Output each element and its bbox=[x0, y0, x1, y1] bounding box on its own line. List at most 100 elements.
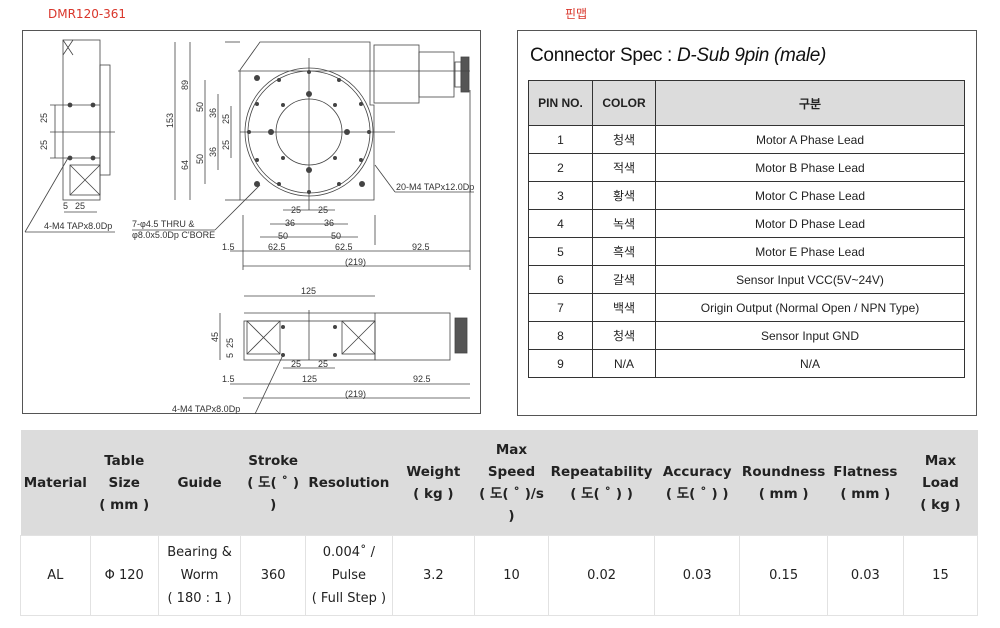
dim: 36 bbox=[208, 108, 218, 118]
drawing-svg: 25 25 5 25 4-M4 TAPx8.0Dp 153 89 64 50 3… bbox=[24, 39, 474, 414]
spec-header-line: Speed bbox=[487, 463, 536, 480]
dim: 62.5 bbox=[268, 242, 286, 252]
spec-value-line: ( Full Step ) bbox=[311, 591, 387, 606]
pin-function: Sensor Input VCC(5V~24V) bbox=[655, 265, 965, 294]
spec-header-line: Table bbox=[104, 452, 145, 469]
spec-header-line: ( 도( ˚ ) ) bbox=[665, 485, 729, 502]
pin-function: Motor E Phase Lead bbox=[655, 237, 965, 266]
dim: (219) bbox=[345, 389, 366, 399]
dim: 25 bbox=[291, 359, 301, 369]
callout: 4-M4 TAPx8.0Dp bbox=[44, 221, 112, 231]
spec-header: Material bbox=[20, 430, 91, 536]
spec-header: Max Load ( kg ) bbox=[903, 430, 978, 536]
pin-function: N/A bbox=[655, 349, 965, 378]
dim: 36 bbox=[208, 147, 218, 157]
callout: φ8.0x5.0Dp C'BORE bbox=[132, 230, 215, 240]
dim: 25 bbox=[318, 205, 328, 215]
dim: 125 bbox=[301, 286, 316, 296]
spec-value-row: AL Φ 120 Bearing & Worm ( 180 : 1 ) 360 0.004˚… bbox=[20, 535, 979, 616]
spec-header: Max Speed ( 도( ˚ )/s ) bbox=[474, 430, 549, 536]
dim: 92.5 bbox=[412, 242, 430, 252]
front-view bbox=[219, 295, 470, 414]
connector-title: Connector Spec : D-Sub 9pin (male) bbox=[530, 45, 826, 67]
dimension-drawing: 25 25 5 25 4-M4 TAPx8.0Dp 153 89 64 50 3… bbox=[22, 30, 481, 414]
wire-color: 청색 bbox=[592, 321, 656, 350]
spec-value-line: 0.02 bbox=[587, 568, 617, 583]
spec-value-line: 0.03 bbox=[682, 568, 712, 583]
wire-color: 백색 bbox=[592, 293, 656, 322]
spec-header-line: Guide bbox=[177, 474, 222, 491]
spec-header-line: Size bbox=[108, 474, 140, 491]
pin-function: Origin Output (Normal Open / NPN Type) bbox=[655, 293, 965, 322]
spec-header: Accuracy ( 도( ˚ ) ) bbox=[654, 430, 740, 536]
dim: 25 bbox=[318, 359, 328, 369]
spec-header: Weight ( kg ) bbox=[392, 430, 475, 536]
dim: 64 bbox=[180, 160, 190, 170]
wire-color: 황색 bbox=[592, 181, 656, 210]
pinmap-label: 핀맵 bbox=[565, 7, 588, 21]
spec-value: 0.03 bbox=[653, 535, 741, 616]
spec-value-line: 360 bbox=[260, 568, 286, 583]
pin-row: 3 황색 Motor C Phase Lead bbox=[528, 181, 965, 210]
spec-header-line: Material bbox=[23, 474, 87, 491]
spec-header-line: Max Load bbox=[922, 452, 959, 491]
pin-function: Motor D Phase Lead bbox=[655, 209, 965, 238]
spec-header: Flatness ( mm ) bbox=[827, 430, 904, 536]
spec-value: 0.03 bbox=[826, 535, 904, 616]
dim: 25 bbox=[291, 205, 301, 215]
spec-header-line: ( kg ) bbox=[413, 485, 454, 502]
spec-header-line: Accuracy bbox=[662, 463, 732, 480]
spec-value-line: 0.004˚ / bbox=[322, 545, 375, 560]
spec-value-line: Worm bbox=[180, 568, 219, 583]
callout: 20-M4 TAPx12.0Dp bbox=[396, 182, 474, 192]
spec-value-line: AL bbox=[47, 568, 64, 583]
top-view-labels: 153 89 64 50 36 25 50 36 25 25 25 36 36 … bbox=[132, 80, 474, 267]
spec-value-line: 15 bbox=[932, 568, 949, 583]
front-view-labels: 125 45 25 5 25 25 1.5 125 92.5 (219) 4-M… bbox=[172, 286, 431, 414]
pin-row: 5 흑색 Motor E Phase Lead bbox=[528, 237, 965, 266]
spec-value-line: Bearing & bbox=[167, 545, 232, 560]
dim: 25 bbox=[221, 114, 231, 124]
side-view bbox=[24, 39, 115, 233]
spec-value: 0.004˚ / Pulse ( Full Step ) bbox=[305, 535, 393, 616]
pin-function: Motor C Phase Lead bbox=[655, 181, 965, 210]
dim: 92.5 bbox=[413, 374, 431, 384]
header-pin-no: PIN NO. bbox=[528, 80, 593, 126]
spec-value-line: 0.03 bbox=[850, 568, 880, 583]
pin-function: Sensor Input GND bbox=[655, 321, 965, 350]
dim: 125 bbox=[302, 374, 317, 384]
pin-row: 2 적색 Motor B Phase Lead bbox=[528, 153, 965, 182]
pin-number: 4 bbox=[528, 209, 593, 238]
dim: 36 bbox=[285, 218, 295, 228]
spec-header-line: Weight bbox=[406, 463, 461, 480]
spec-value: 0.15 bbox=[739, 535, 828, 616]
connector-type: D-Sub 9pin (male) bbox=[676, 45, 827, 66]
pin-table-header: PIN NO. COLOR 구분 bbox=[528, 80, 965, 126]
spec-header-line: ( mm ) bbox=[840, 485, 891, 502]
spec-header-line: Roundness bbox=[741, 463, 826, 480]
spec-value: 0.02 bbox=[548, 535, 655, 616]
pin-table: PIN NO. COLOR 구분 1 청색 Motor A Phase Lead 2 적… bbox=[528, 80, 965, 378]
pin-number: 6 bbox=[528, 265, 593, 294]
pin-row: 6 갈색 Sensor Input VCC(5V~24V) bbox=[528, 265, 965, 294]
spec-value: 15 bbox=[902, 535, 979, 616]
spec-header-line: ( 도( ˚ )/s ) bbox=[479, 485, 544, 524]
dim: 50 bbox=[331, 231, 341, 241]
dim: (219) bbox=[345, 257, 366, 267]
wire-color: 적색 bbox=[592, 153, 656, 182]
wire-color: 흑색 bbox=[592, 237, 656, 266]
pin-row: 9 N/A N/A bbox=[528, 349, 965, 378]
spec-header-line: Repeatability bbox=[550, 463, 653, 480]
spec-value-line: Pulse bbox=[331, 568, 366, 583]
spec-header-row: Material Table Size ( mm ) Guide Stroke ( 도( ˚… bbox=[20, 430, 978, 536]
dim: 62.5 bbox=[335, 242, 353, 252]
pin-number: 3 bbox=[528, 181, 593, 210]
pin-function: Motor A Phase Lead bbox=[655, 125, 965, 154]
spec-value-line: 3.2 bbox=[422, 568, 444, 583]
pin-number: 8 bbox=[528, 321, 593, 350]
dim: 25 bbox=[39, 113, 49, 123]
spec-header-line: ( mm ) bbox=[99, 496, 150, 513]
spec-value-line: 10 bbox=[503, 568, 520, 583]
mounting-holes bbox=[247, 70, 371, 194]
dim: 50 bbox=[278, 231, 288, 241]
